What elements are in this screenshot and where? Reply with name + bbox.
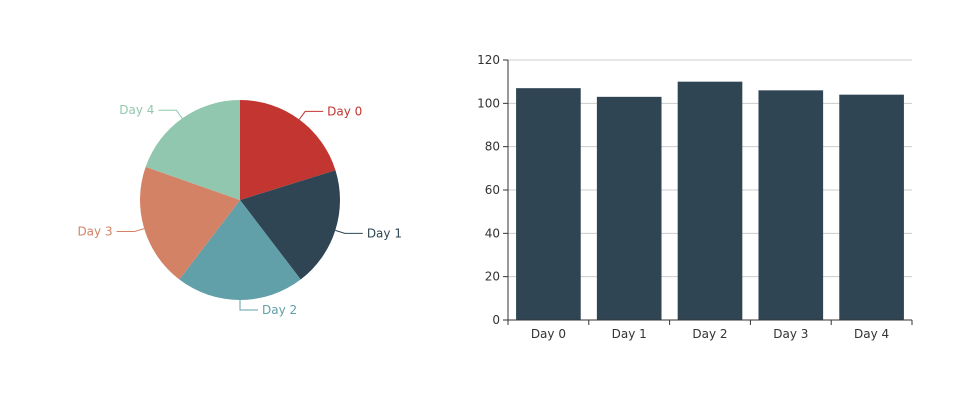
x-tick-label-1: Day 1 xyxy=(612,327,647,341)
bar-4 xyxy=(839,94,904,321)
pie-slice-4 xyxy=(145,100,240,200)
pie-leader-line-4 xyxy=(158,109,183,119)
pie-label-4: Day 4 xyxy=(119,103,154,117)
pie-leader-line-0 xyxy=(298,110,324,120)
pie-slice-2 xyxy=(179,200,301,300)
pie-leader-line-2 xyxy=(239,300,258,311)
y-tick-label-2: 40 xyxy=(485,226,500,240)
x-tick-label-2: Day 2 xyxy=(692,327,727,341)
pie-label-2: Day 2 xyxy=(262,303,297,317)
y-tick-label-0: 0 xyxy=(492,313,500,327)
y-tick-label-6: 120 xyxy=(477,53,500,67)
y-tick-label-5: 100 xyxy=(477,96,500,110)
pie-slice-1 xyxy=(240,170,340,280)
pie-label-1: Day 1 xyxy=(367,226,402,240)
pie-label-3: Day 3 xyxy=(77,225,112,239)
bar-chart: 0 20 40 60 80 100 120 Day 0 Day 1 Day 2 Day 3 Day 4 xyxy=(477,53,913,341)
pie-label-0: Day 0 xyxy=(327,104,362,118)
bar-1 xyxy=(596,96,662,320)
pie-chart: Day 0 Day 1 Day 2 Day 3 Day 4 xyxy=(77,100,402,317)
pie-slice-3 xyxy=(140,166,240,280)
bar-2 xyxy=(677,81,743,321)
pie-leader-line-1 xyxy=(335,229,363,234)
bar-0 xyxy=(516,88,581,321)
y-tick-label-4: 80 xyxy=(485,140,500,154)
y-tick-label-1: 20 xyxy=(485,270,500,284)
bar-3 xyxy=(758,90,824,320)
y-tick-label-3: 60 xyxy=(485,183,500,197)
pie-slice-0 xyxy=(240,100,336,200)
pie-leader-line-3 xyxy=(116,228,145,233)
x-tick-label-4: Day 4 xyxy=(854,327,889,341)
x-tick-label-0: Day 0 xyxy=(531,327,566,341)
x-tick-label-3: Day 3 xyxy=(773,327,808,341)
